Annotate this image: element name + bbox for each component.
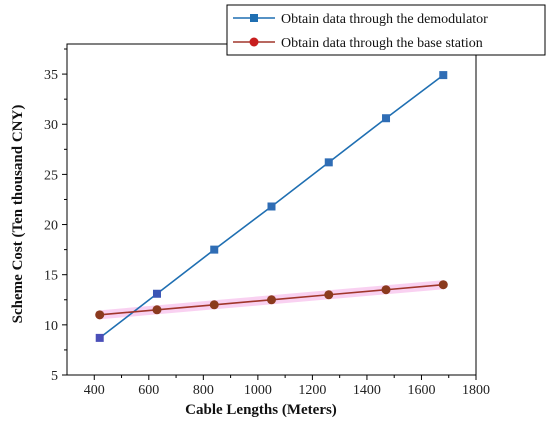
- x-tick-label: 400: [84, 383, 105, 398]
- x-tick-label: 800: [193, 383, 214, 398]
- legend: Obtain data through the demodulator Obta…: [226, 4, 546, 56]
- data-point-demodulator: [210, 245, 219, 254]
- y-tick-label: 15: [44, 269, 58, 284]
- y-tick-label: 10: [44, 319, 58, 334]
- x-tick-label: 1800: [462, 383, 490, 398]
- y-axis-title: Scheme Cost (Ten thousand CNY): [10, 105, 26, 324]
- y-tick-label: 5: [51, 369, 58, 384]
- axes: [62, 43, 477, 380]
- data-point-base-station: [267, 295, 276, 305]
- series-layer: [95, 71, 448, 342]
- x-tick-label: 1200: [298, 383, 326, 398]
- y-tick-label: 20: [44, 219, 58, 234]
- data-point-base-station: [381, 285, 391, 295]
- y-tick-label: 35: [44, 68, 58, 83]
- y-tick-label: 25: [44, 168, 58, 183]
- legend-box: [226, 4, 546, 56]
- legend-marker-base-station: [249, 37, 259, 47]
- x-axis-title: Cable Lengths (Meters): [185, 402, 337, 418]
- legend-label-demodulator: Obtain data through the demodulator: [281, 12, 488, 27]
- legend-label-base-station: Obtain data through the base station: [281, 36, 483, 51]
- data-point-demodulator: [324, 158, 333, 167]
- legend-marker-demodulator: [250, 14, 258, 22]
- x-tick-label: 600: [138, 383, 159, 398]
- data-point-demodulator: [267, 202, 276, 211]
- data-point-base-station: [438, 280, 448, 290]
- data-point-base-station: [209, 300, 219, 310]
- x-tick-label: 1600: [407, 383, 435, 398]
- tick-labels: 400 600 800 1000 1200 1400 1600 1800 5 10 15 20 25 30…: [44, 68, 490, 398]
- data-point-demodulator: [382, 114, 391, 123]
- x-tick-label: 1000: [244, 383, 272, 398]
- data-point-base-station: [95, 310, 105, 320]
- data-point-demodulator: [95, 333, 104, 342]
- data-point-demodulator: [152, 289, 161, 298]
- data-point-demodulator: [439, 71, 448, 80]
- data-point-base-station: [152, 305, 162, 315]
- y-tick-label: 30: [44, 118, 58, 133]
- x-tick-label: 1400: [353, 383, 381, 398]
- data-point-base-station: [324, 290, 334, 300]
